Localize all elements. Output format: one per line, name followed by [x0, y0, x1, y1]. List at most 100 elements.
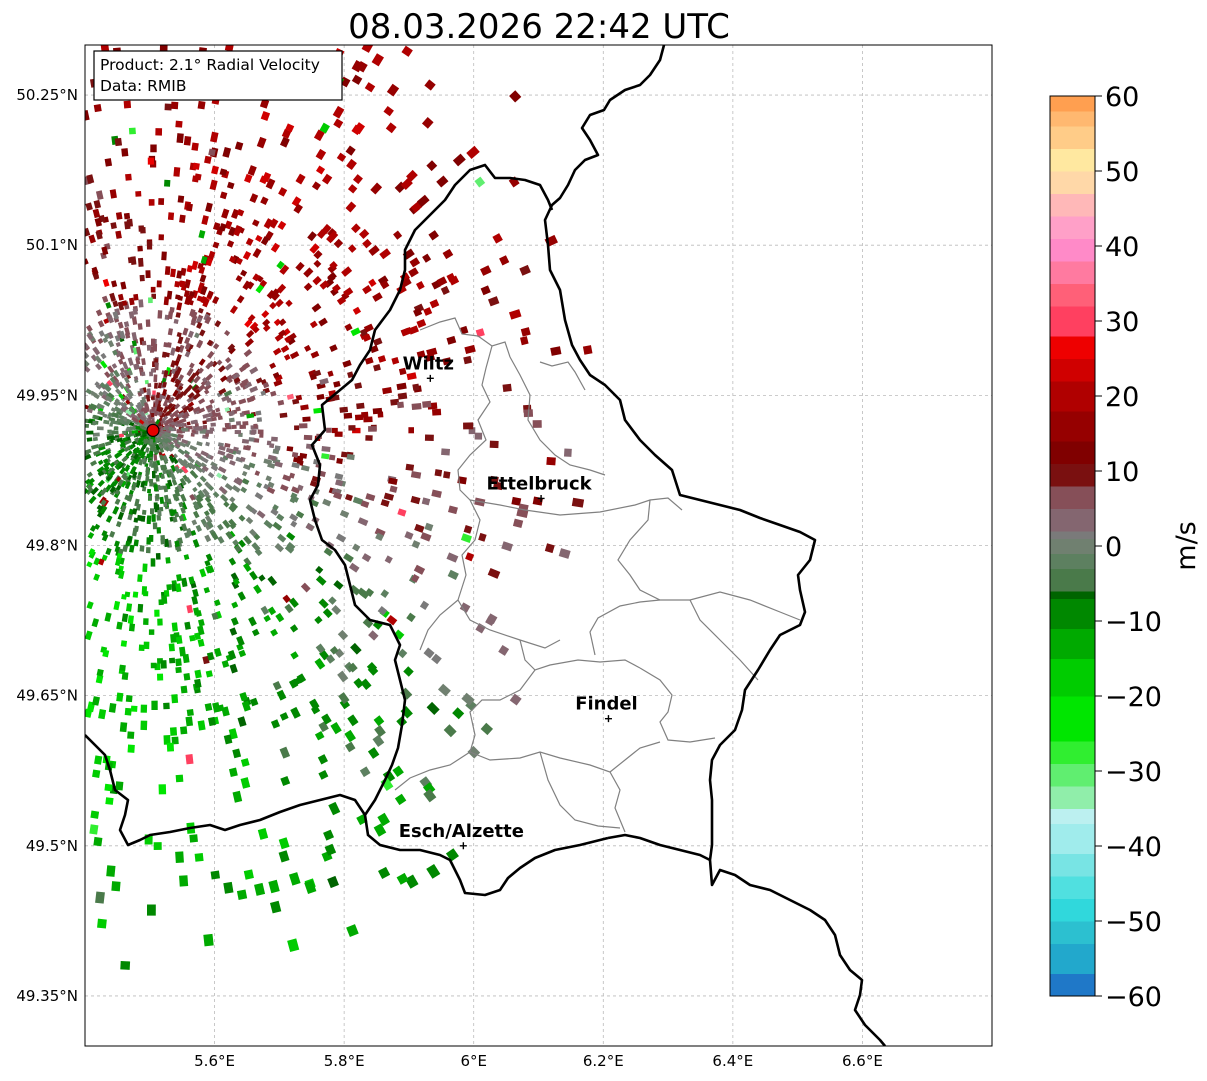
radar-echo-pixel	[177, 457, 185, 466]
radar-echo-pixel	[109, 372, 115, 378]
radar-echo-pixel	[409, 257, 421, 268]
radar-echo-pixel	[335, 479, 344, 487]
radar-echo-pixel	[100, 45, 110, 52]
radar-echo-pixel	[249, 321, 259, 331]
radar-echo-pixel	[161, 388, 168, 396]
radar-echo-pixel	[86, 601, 94, 610]
city-labels: Wiltz Ettelbruck Findel Esch/Alzette	[399, 353, 638, 850]
radar-echo-pixel	[205, 441, 210, 447]
radar-echo-pixel	[139, 399, 146, 407]
colorbar-segment	[1050, 531, 1095, 539]
radar-echo-pixel	[279, 136, 290, 148]
radar-echo-pixel	[116, 621, 123, 630]
radar-echo-pixel	[217, 442, 224, 448]
radar-echo-pixel	[146, 388, 151, 395]
radar-echo-pixel	[93, 103, 102, 113]
radar-echo-pixel	[86, 332, 94, 341]
radar-echo-pixel	[92, 450, 101, 457]
radar-echo-pixel	[286, 446, 294, 452]
radar-echo-pixel	[158, 410, 164, 417]
radar-echo-pixel	[138, 644, 145, 652]
radar-echo-pixel	[160, 535, 166, 542]
radar-echo-pixel	[139, 440, 145, 446]
radar-echo-pixel	[300, 582, 311, 593]
radar-echo-pixel	[224, 422, 230, 428]
radar-echo-pixel	[416, 194, 430, 208]
radar-echo-pixel	[397, 392, 408, 400]
radar-echo-pixel	[219, 168, 228, 176]
radar-echo-pixel	[113, 459, 119, 466]
radar-echo-pixel	[149, 479, 154, 487]
radar-echo-pixel	[95, 230, 103, 240]
radar-echo-pixel	[202, 413, 209, 419]
radar-echo-pixel	[118, 414, 125, 420]
radar-echo-pixel	[424, 79, 436, 91]
radar-echo-pixel	[144, 404, 150, 412]
radar-echo-pixel	[322, 498, 332, 507]
radar-echo-pixel	[97, 337, 104, 345]
radar-echo-pixel	[209, 398, 215, 405]
radar-echo-pixel	[299, 423, 308, 429]
radar-echo-pixel	[401, 45, 413, 57]
radar-echo-pixel	[257, 429, 264, 434]
radar-echo-pixel	[107, 412, 115, 418]
radar-echo-pixel	[99, 360, 108, 369]
radar-echo-pixel	[373, 364, 381, 372]
radar-echo-pixel	[174, 379, 182, 388]
radar-echo-pixel	[421, 497, 431, 506]
radar-echo-pixel	[313, 250, 323, 260]
radar-echo-pixel	[422, 400, 432, 408]
radar-echo-pixel	[290, 651, 299, 660]
radar-echo-pixel	[179, 875, 189, 887]
radar-echo-pixel	[197, 307, 204, 314]
radar-echo-pixel	[133, 525, 139, 532]
radar-echo-pixel	[183, 673, 191, 681]
radar-echo-pixel	[188, 299, 194, 306]
radar-echo-pixel	[111, 430, 119, 435]
radar-echo-pixel	[195, 316, 203, 325]
radar-echo-pixel	[309, 499, 319, 508]
radar-echo-pixel	[119, 442, 126, 448]
radar-echo-pixel	[138, 299, 144, 308]
radar-echo-pixel	[174, 540, 180, 548]
radar-echo-pixel	[128, 127, 136, 135]
radar-echo-pixel	[158, 198, 165, 206]
radar-echo-pixel	[192, 510, 200, 519]
radar-echo-pixel	[205, 404, 213, 410]
radar-echo-pixel	[113, 369, 121, 378]
radar-echo-pixel	[155, 419, 161, 425]
colorbar-tick-label: −30	[1105, 757, 1162, 788]
colorbar-segment	[1050, 823, 1095, 854]
longitude-labels: 5.6°E 5.8°E 6°E 6.2°E 6.4°E 6.6°E	[194, 1052, 883, 1070]
radar-echo-pixel	[218, 486, 228, 495]
radar-echo-pixel	[224, 356, 232, 364]
radar-echo-pixel	[218, 445, 226, 451]
radar-echo-pixel	[321, 446, 331, 453]
radar-echo-pixel	[379, 248, 391, 260]
radar-echo-pixel	[419, 600, 430, 610]
radar-echo-pixel	[149, 508, 155, 515]
radar-echo-pixel	[123, 445, 131, 452]
radar-echo-pixel	[321, 173, 333, 185]
radar-echo-pixel	[105, 515, 113, 523]
radar-echo-pixel	[194, 669, 202, 679]
radar-echo-pixel	[127, 256, 134, 264]
radar-echo-pixel	[246, 397, 253, 403]
radar-echo-pixel	[115, 230, 122, 239]
radar-echo-pixel	[170, 473, 176, 481]
radar-echo-pixel	[166, 584, 172, 591]
radar-echo-pixel	[176, 302, 183, 311]
radar-echo-pixel	[106, 453, 113, 460]
radar-echo-pixel	[101, 554, 108, 561]
radar-echo-pixel	[168, 657, 176, 664]
radar-echo-pixel	[274, 445, 281, 451]
radar-echo-pixel	[128, 297, 135, 306]
radar-echo-pixel	[187, 377, 193, 384]
radar-echo-pixel	[350, 642, 362, 655]
radar-echo-pixel	[192, 384, 200, 392]
radar-echo-pixel	[90, 354, 98, 362]
colorbar	[1050, 96, 1095, 997]
radar-echo-pixel	[327, 370, 334, 377]
radar-echo-pixel	[372, 734, 385, 748]
radar-echo-pixel	[125, 409, 133, 416]
